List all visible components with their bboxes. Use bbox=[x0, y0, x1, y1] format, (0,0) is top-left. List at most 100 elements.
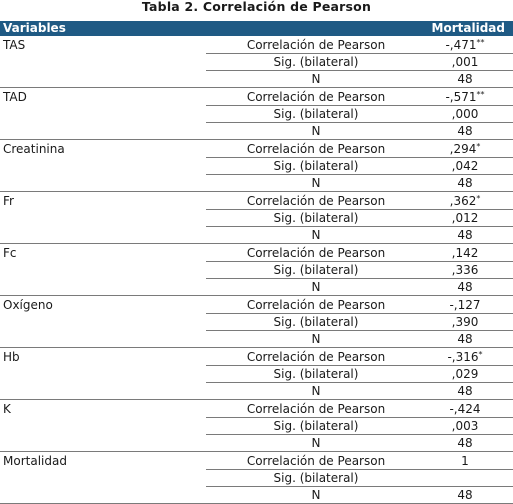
value-number: 48 bbox=[457, 228, 473, 242]
value-number: 48 bbox=[457, 384, 473, 398]
variable-name: TAD bbox=[3, 90, 27, 104]
value-number: 48 bbox=[457, 124, 473, 138]
value-number: 48 bbox=[457, 436, 473, 450]
stat-label: Sig. (bilateral) bbox=[273, 367, 359, 381]
stat-label: Sig. (bilateral) bbox=[273, 263, 359, 277]
value-number: 48 bbox=[457, 72, 473, 86]
row-divider bbox=[206, 313, 513, 314]
row-divider bbox=[206, 434, 513, 435]
stat-label: Correlación de Pearson bbox=[246, 454, 386, 468]
value-number: ,336 bbox=[451, 263, 479, 277]
table-caption: Tabla 2. Correlación de Pearson bbox=[141, 0, 372, 14]
table-row: Sig. (bilateral) ,001 bbox=[0, 53, 513, 70]
stat-value: -,316* bbox=[420, 350, 510, 364]
row-divider bbox=[206, 226, 513, 227]
stat-label: N bbox=[311, 488, 321, 502]
significance-mark: * bbox=[476, 142, 481, 151]
stat-label: Sig. (bilateral) bbox=[273, 55, 359, 69]
table-row: Creatinina Correlación de Pearson ,294* bbox=[0, 140, 513, 157]
stat-label: Correlación de Pearson bbox=[246, 194, 386, 208]
value-number: ,029 bbox=[451, 367, 479, 381]
variable-name: Oxígeno bbox=[3, 298, 53, 312]
stat-label: Correlación de Pearson bbox=[246, 402, 386, 416]
stat-value: ,003 bbox=[420, 419, 510, 433]
table-row: Sig. (bilateral) ,336 bbox=[0, 261, 513, 278]
value-number: ,001 bbox=[451, 55, 479, 69]
stat-label: Correlación de Pearson bbox=[246, 298, 386, 312]
value-number: ,003 bbox=[451, 419, 479, 433]
stat-label: Correlación de Pearson bbox=[246, 90, 386, 104]
row-divider bbox=[206, 382, 513, 383]
value-number: 48 bbox=[457, 280, 473, 294]
stat-value: 48 bbox=[420, 176, 510, 190]
table-row: N 48 bbox=[0, 278, 513, 295]
stat-value: 48 bbox=[420, 488, 510, 502]
variable-name: K bbox=[3, 402, 11, 416]
value-number: ,142 bbox=[451, 246, 479, 260]
value-number: ,390 bbox=[451, 315, 479, 329]
variable-group: Mortalidad Correlación de Pearson 1 Sig. (b… bbox=[0, 452, 513, 504]
stat-label: Correlación de Pearson bbox=[246, 246, 386, 260]
value-number: ,294 bbox=[449, 142, 477, 156]
row-divider bbox=[206, 365, 513, 366]
header-mortalidad: Mortalidad bbox=[431, 21, 505, 35]
stat-value: 48 bbox=[420, 280, 510, 294]
variable-group: TAS Correlación de Pearson -,471** Sig. (bi… bbox=[0, 36, 513, 88]
value-number: ,042 bbox=[451, 159, 479, 173]
stat-label: Sig. (bilateral) bbox=[273, 315, 359, 329]
stat-value: ,362* bbox=[420, 194, 510, 208]
stat-label: N bbox=[311, 384, 321, 398]
stat-label: Sig. (bilateral) bbox=[273, 471, 359, 485]
pearson-correlation-table: Variables Mortalidad TAS Correlación de P… bbox=[0, 21, 513, 504]
stat-value: ,294* bbox=[420, 142, 510, 156]
row-divider bbox=[206, 417, 513, 418]
significance-mark: * bbox=[476, 194, 481, 203]
value-number: -,127 bbox=[449, 298, 481, 312]
stat-label: Correlación de Pearson bbox=[246, 350, 386, 364]
row-divider bbox=[206, 330, 513, 331]
variable-name: Creatinina bbox=[3, 142, 65, 156]
variable-name: TAS bbox=[3, 38, 26, 52]
variable-name: Fr bbox=[3, 194, 14, 208]
stat-value: -,424 bbox=[420, 402, 510, 416]
variable-group: Fc Correlación de Pearson ,142 Sig. (bilate… bbox=[0, 244, 513, 296]
stat-value: -,471** bbox=[420, 38, 510, 52]
variable-group: Oxígeno Correlación de Pearson -,127 Sig. (… bbox=[0, 296, 513, 348]
table-row: N 48 bbox=[0, 382, 513, 399]
variable-name: Fc bbox=[3, 246, 17, 260]
significance-mark: ** bbox=[476, 90, 485, 99]
variable-name: Hb bbox=[3, 350, 20, 364]
variable-group: Hb Correlación de Pearson -,316* Sig. (bila… bbox=[0, 348, 513, 400]
value-number: 48 bbox=[457, 488, 473, 502]
header-variables: Variables bbox=[3, 21, 66, 35]
variable-group: TAD Correlación de Pearson -,571** Sig. (bi… bbox=[0, 88, 513, 140]
stat-label: N bbox=[311, 72, 321, 86]
row-divider bbox=[206, 486, 513, 487]
stat-value: ,042 bbox=[420, 159, 510, 173]
row-divider bbox=[206, 174, 513, 175]
stat-value: 48 bbox=[420, 228, 510, 242]
stat-label: Correlación de Pearson bbox=[246, 38, 386, 52]
stat-value: 48 bbox=[420, 72, 510, 86]
value-number: -,316 bbox=[447, 350, 479, 364]
stat-label: Sig. (bilateral) bbox=[273, 107, 359, 121]
table-row: N 48 bbox=[0, 70, 513, 87]
variable-group: Creatinina Correlación de Pearson ,294* Sig… bbox=[0, 140, 513, 192]
stat-value: -,571** bbox=[420, 90, 510, 104]
stat-value: ,336 bbox=[420, 263, 510, 277]
table-row: TAS Correlación de Pearson -,471** bbox=[0, 36, 513, 53]
value-number: 1 bbox=[461, 454, 469, 468]
row-divider bbox=[206, 122, 513, 123]
row-divider bbox=[206, 105, 513, 106]
stat-value: -,127 bbox=[420, 298, 510, 312]
stat-label: N bbox=[311, 280, 321, 294]
value-number: ,362 bbox=[449, 194, 477, 208]
value-number: -,571 bbox=[445, 90, 477, 104]
value-number: -,471 bbox=[445, 38, 477, 52]
table-row: Fc Correlación de Pearson ,142 bbox=[0, 244, 513, 261]
stat-value bbox=[420, 471, 510, 485]
table-body: TAS Correlación de Pearson -,471** Sig. (bi… bbox=[0, 36, 513, 504]
table-row: Oxígeno Correlación de Pearson -,127 bbox=[0, 296, 513, 313]
significance-mark: ** bbox=[476, 38, 485, 47]
row-divider bbox=[206, 278, 513, 279]
